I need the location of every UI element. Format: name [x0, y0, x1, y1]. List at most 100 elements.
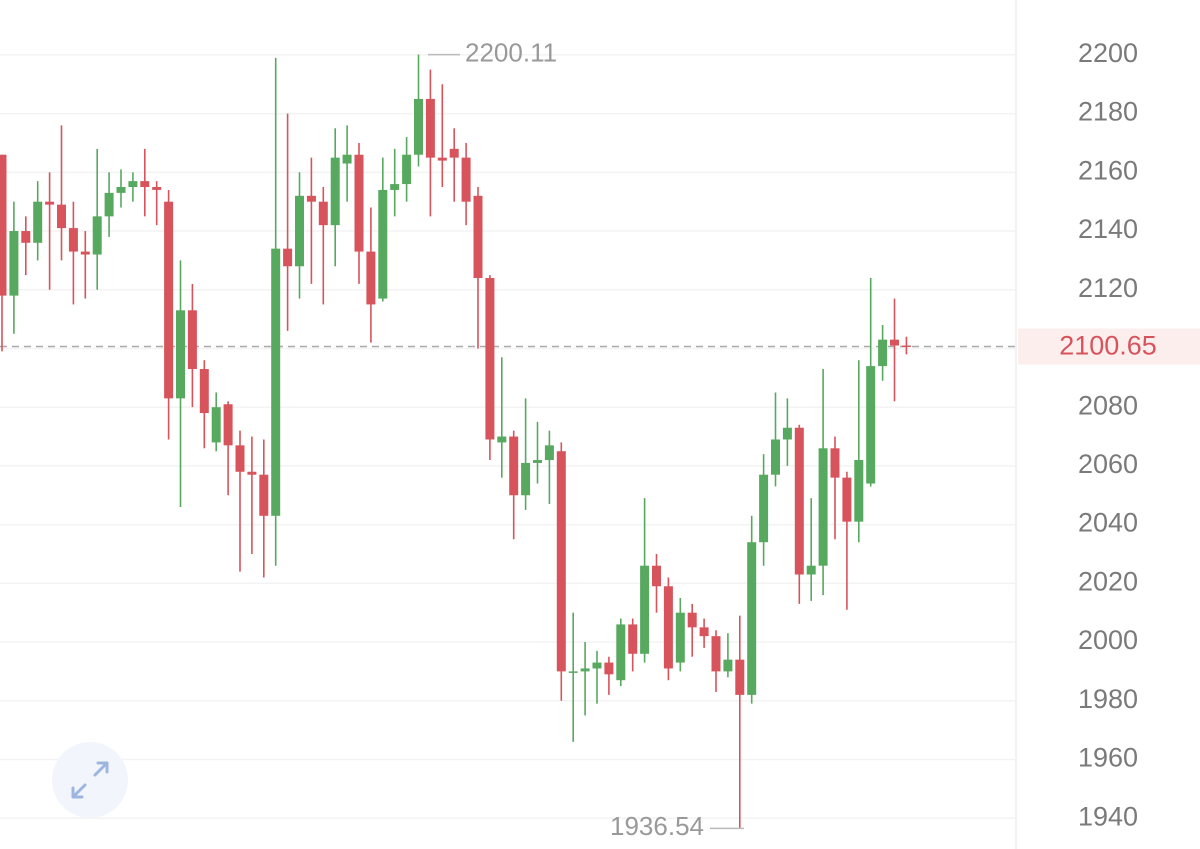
- y-tick-label: 2020: [1078, 566, 1138, 596]
- candle-body: [92, 216, 102, 255]
- y-tick-label: 2180: [1078, 97, 1138, 127]
- candle-body: [104, 192, 114, 217]
- candle-body: [378, 189, 388, 299]
- candle-body: [390, 184, 400, 190]
- candle-body: [533, 460, 542, 463]
- candle-body: [794, 427, 804, 575]
- y-tick-label: 2000: [1078, 625, 1138, 655]
- candle-body: [425, 98, 435, 158]
- candle-body: [640, 565, 650, 654]
- candle-body: [616, 624, 626, 681]
- candle-body: [830, 448, 840, 478]
- y-tick-label: 1980: [1078, 684, 1138, 714]
- labels: 1940196019802000202020402060208021002120…: [428, 37, 1200, 841]
- candles: [0, 54, 911, 829]
- candle-body: [223, 404, 233, 446]
- candle-body: [152, 187, 162, 190]
- candle-body: [116, 187, 126, 193]
- candle-body: [306, 195, 316, 202]
- candle-body: [259, 474, 269, 516]
- candle-body: [759, 474, 769, 543]
- candle-body: [271, 248, 281, 516]
- candle-body: [283, 248, 293, 267]
- candle-body: [295, 195, 304, 267]
- candle-body: [80, 251, 90, 255]
- candle-body: [485, 278, 495, 440]
- expand-button-bg[interactable]: [52, 742, 128, 818]
- candle-body: [663, 586, 673, 669]
- candle-body: [211, 407, 221, 443]
- candle-body: [556, 451, 566, 672]
- candle-body: [675, 612, 685, 663]
- candle-body: [247, 471, 257, 475]
- y-tick-label: 2160: [1078, 155, 1138, 185]
- candle-body: [402, 154, 412, 185]
- candle-body: [747, 542, 757, 695]
- y-tick-label: 1940: [1078, 801, 1138, 831]
- candle-body: [437, 157, 447, 161]
- candle-body: [497, 436, 507, 443]
- candle-body: [687, 612, 697, 628]
- candle-body: [901, 345, 911, 348]
- y-tick-label: 2120: [1078, 273, 1138, 303]
- candle-body: [366, 251, 376, 305]
- candle-body: [176, 310, 185, 399]
- y-tick-label: 2200: [1078, 38, 1138, 68]
- candle-body: [473, 195, 483, 279]
- expand-icon[interactable]: [71, 761, 109, 799]
- last-price-bg: [1018, 328, 1200, 365]
- candle-body: [628, 624, 638, 654]
- candle-body: [878, 339, 888, 367]
- candle-body: [580, 668, 590, 672]
- candle-body: [890, 339, 899, 346]
- candle-body: [782, 427, 792, 440]
- candle-body: [9, 231, 19, 296]
- candle-body: [604, 662, 614, 675]
- y-tick-label: 2040: [1078, 508, 1138, 538]
- high-marker-label: 2200.11: [465, 37, 557, 67]
- candle-body: [735, 659, 745, 695]
- candle-body: [342, 154, 352, 164]
- candle-body: [818, 448, 828, 566]
- candle-body: [187, 310, 197, 370]
- y-tick-label: 1960: [1078, 743, 1138, 773]
- last-price-label: 2100.65: [1059, 331, 1157, 361]
- candle-body: [652, 565, 661, 587]
- candle-body: [330, 157, 340, 226]
- candle-body: [568, 671, 578, 673]
- candle-body: [449, 148, 459, 158]
- candle-body: [461, 157, 471, 202]
- candle-body: [318, 201, 328, 226]
- candle-body: [544, 445, 554, 461]
- candle-body: [128, 181, 138, 188]
- candle-body: [45, 201, 55, 205]
- candle-body: [854, 460, 864, 522]
- candle-body: [842, 477, 852, 522]
- candle-body: [164, 201, 174, 399]
- candle-body: [235, 445, 245, 472]
- candle-body: [771, 439, 780, 475]
- candle-body: [21, 231, 31, 243]
- candle-body: [723, 659, 733, 672]
- low-marker-label: 1936.54: [610, 811, 704, 841]
- candle-body: [414, 98, 423, 155]
- candle-body: [140, 181, 150, 188]
- candle-body: [866, 366, 876, 484]
- candle-body: [57, 204, 66, 229]
- expand-button[interactable]: [52, 742, 128, 818]
- candle-body: [199, 369, 209, 414]
- y-tick-label: 2140: [1078, 214, 1138, 244]
- candle-body: [711, 636, 721, 672]
- candle-body: [521, 462, 531, 496]
- candle-body: [0, 154, 7, 296]
- candle-body: [33, 201, 43, 243]
- y-tick-label: 2060: [1078, 449, 1138, 479]
- candle-body: [699, 627, 709, 637]
- y-tick-label: 2080: [1078, 390, 1138, 420]
- candle-body: [509, 436, 519, 496]
- candle-body: [68, 228, 78, 252]
- candle-body: [592, 662, 602, 669]
